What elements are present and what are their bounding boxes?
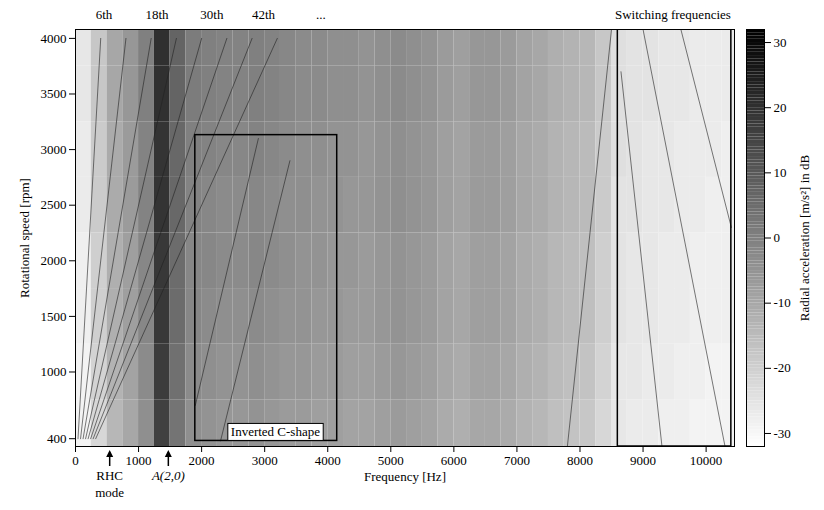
svg-text:Inverted C-shape: Inverted C-shape xyxy=(231,424,320,439)
svg-text:Frequency [Hz]: Frequency [Hz] xyxy=(364,469,446,484)
svg-text:RHCmode: RHCmode xyxy=(95,468,124,500)
svg-text:1000: 1000 xyxy=(126,453,152,468)
svg-text:6000: 6000 xyxy=(441,453,467,468)
svg-text:3000: 3000 xyxy=(252,453,278,468)
svg-text:3000: 3000 xyxy=(41,142,67,157)
svg-text:Switching frequencies: Switching frequencies xyxy=(615,7,731,22)
svg-text:42th: 42th xyxy=(252,7,276,22)
svg-text:...: ... xyxy=(316,7,326,22)
svg-text:-10: -10 xyxy=(774,295,791,310)
svg-text:-30: -30 xyxy=(774,426,791,441)
svg-text:10: 10 xyxy=(774,165,787,180)
svg-text:30: 30 xyxy=(774,35,787,50)
svg-text:6th: 6th xyxy=(96,7,113,22)
svg-text:9000: 9000 xyxy=(630,453,656,468)
svg-text:5000: 5000 xyxy=(378,453,404,468)
svg-text:1000: 1000 xyxy=(41,364,67,379)
svg-text:4000: 4000 xyxy=(41,31,67,46)
svg-text:2000: 2000 xyxy=(41,253,67,268)
svg-text:20: 20 xyxy=(774,100,787,115)
svg-text:8000: 8000 xyxy=(567,453,593,468)
svg-text:2000: 2000 xyxy=(189,453,215,468)
svg-text:4000: 4000 xyxy=(315,453,341,468)
svg-text:0: 0 xyxy=(774,230,781,245)
svg-text:A(2,0): A(2,0) xyxy=(151,468,185,483)
svg-text:30th: 30th xyxy=(200,7,224,22)
svg-text:Radial acceleration [m/s²] in: Radial acceleration [m/s²] in dB xyxy=(797,155,812,322)
svg-text:10000: 10000 xyxy=(690,453,723,468)
svg-text:0: 0 xyxy=(72,453,79,468)
svg-text:Rotational speed [rpm]: Rotational speed [rpm] xyxy=(17,178,32,298)
svg-text:-20: -20 xyxy=(774,360,791,375)
svg-text:3500: 3500 xyxy=(41,86,67,101)
svg-text:1500: 1500 xyxy=(41,309,67,324)
svg-text:7000: 7000 xyxy=(504,453,530,468)
svg-text:18th: 18th xyxy=(145,7,169,22)
svg-text:2500: 2500 xyxy=(41,197,67,212)
svg-text:400: 400 xyxy=(47,431,67,446)
